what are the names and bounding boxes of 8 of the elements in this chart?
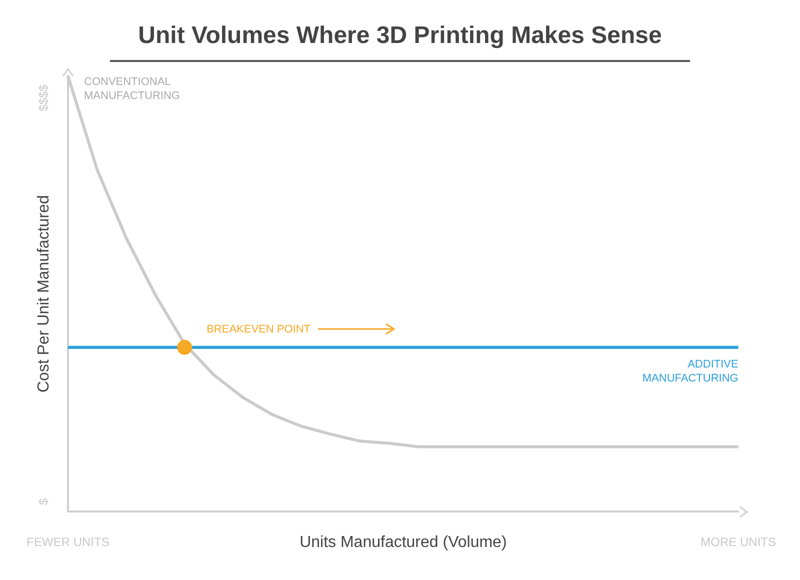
x-axis-title: Units Manufactured (Volume) — [300, 534, 507, 552]
series-label: CONVENTIONAL MANUFACTURING — [84, 76, 180, 102]
text: $ — [36, 498, 50, 505]
y-axis-title: Cost Per Unit Manufactured — [35, 195, 52, 393]
series-label: ADDITIVE MANUFACTURING — [642, 358, 738, 384]
chart-title: Unit Volumes Where 3D Printing Makes Sense — [110, 22, 690, 62]
annotation: BREAKEVEN POINT — [206, 323, 311, 336]
text: $$$$ — [36, 84, 50, 112]
